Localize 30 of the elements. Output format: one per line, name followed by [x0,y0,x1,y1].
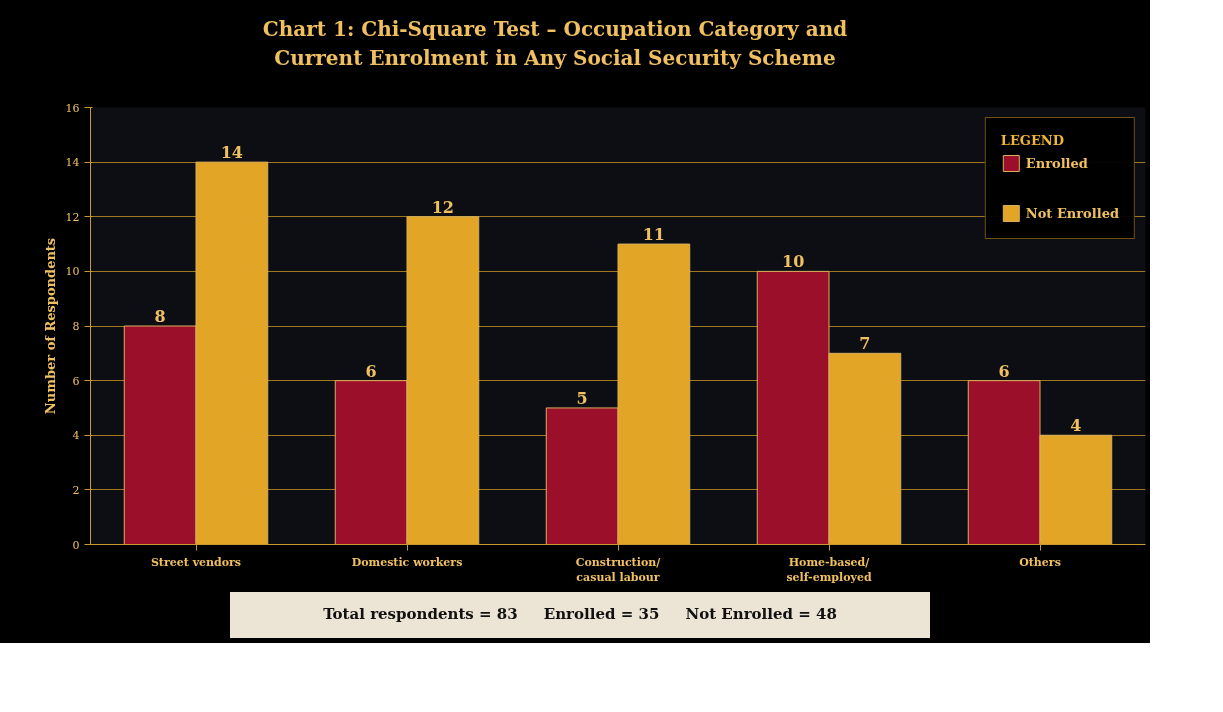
text: Total respondents = 83 Enrolled = 35 Not Enrolled = 48 [323,604,837,626]
data-label: 6 [365,361,377,381]
x-tick-label: Home-based/ self-employed [786,555,872,585]
legend-label: Not Enrolled [1025,205,1119,221]
y-tick-label: 10 [65,265,80,279]
data-label: 10 [782,252,805,272]
legend-title: LEGEND [1000,133,1065,149]
y-axis-title: Number of Respondents [42,237,58,415]
y-tick-label: 8 [72,320,80,334]
x-tick-label: Street vendors [150,555,242,569]
data-label: 14 [220,143,243,163]
data-label: 5 [576,389,588,409]
x-tick-label: Domestic workers [351,555,463,569]
y-tick-label: 4 [72,429,80,443]
data-label: 6 [998,361,1010,381]
y-tick-label: 6 [72,374,80,388]
legend-label: Enrolled [1025,155,1088,171]
y-tick-label: 2 [72,484,80,497]
data-label: 8 [154,307,166,327]
chart-title: Chart 1: Chi-Square Test – Occupation Category and Current Enrolment in Any Social Security Scheme [262,16,848,72]
x-tick-label: Others [1019,555,1061,569]
data-label: 12 [431,197,454,217]
y-tick-label: 0 [72,538,80,552]
data-label: 7 [859,334,871,354]
y-tick-label: 14 [65,156,80,170]
y-tick-label: 16 [65,101,80,115]
x-tick-label: Construction/ casual labour [575,555,662,585]
data-label: 11 [642,225,665,245]
y-tick-label: 12 [65,210,80,224]
data-label: 4 [1070,416,1082,436]
